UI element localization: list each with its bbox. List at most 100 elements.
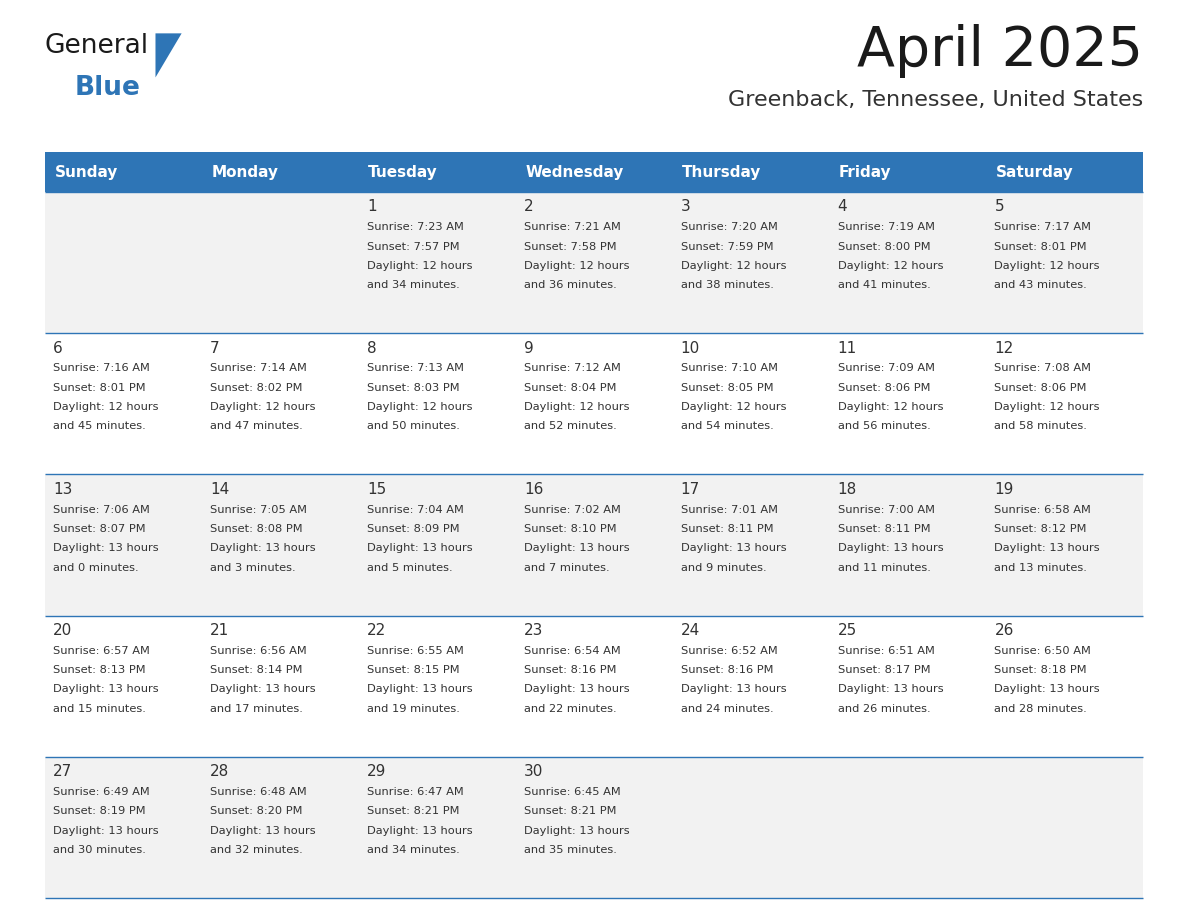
Text: Sunset: 8:02 PM: Sunset: 8:02 PM <box>210 383 303 393</box>
Text: Sunrise: 6:58 AM: Sunrise: 6:58 AM <box>994 505 1092 515</box>
Text: and 9 minutes.: and 9 minutes. <box>681 563 766 573</box>
Text: Sunset: 8:04 PM: Sunset: 8:04 PM <box>524 383 617 393</box>
Bar <box>45 192 1143 333</box>
Text: Sunrise: 6:49 AM: Sunrise: 6:49 AM <box>53 787 150 797</box>
Text: Sunrise: 7:04 AM: Sunrise: 7:04 AM <box>367 505 463 515</box>
Text: Daylight: 13 hours: Daylight: 13 hours <box>681 685 786 694</box>
Text: and 15 minutes.: and 15 minutes. <box>53 704 146 713</box>
Text: 20: 20 <box>53 623 72 638</box>
Text: and 34 minutes.: and 34 minutes. <box>367 280 460 290</box>
Text: Sunrise: 7:23 AM: Sunrise: 7:23 AM <box>367 222 463 232</box>
Text: 4: 4 <box>838 199 847 214</box>
Text: 24: 24 <box>681 623 700 638</box>
Text: 25: 25 <box>838 623 857 638</box>
Text: Daylight: 12 hours: Daylight: 12 hours <box>681 402 786 412</box>
Text: Sunset: 8:07 PM: Sunset: 8:07 PM <box>53 524 146 534</box>
Text: Sunrise: 7:05 AM: Sunrise: 7:05 AM <box>210 505 308 515</box>
Text: Sunset: 8:14 PM: Sunset: 8:14 PM <box>210 666 303 675</box>
Text: Sunset: 8:09 PM: Sunset: 8:09 PM <box>367 524 460 534</box>
Text: 30: 30 <box>524 764 543 779</box>
Text: and 38 minutes.: and 38 minutes. <box>681 280 773 290</box>
Text: and 19 minutes.: and 19 minutes. <box>367 704 460 713</box>
Text: Daylight: 12 hours: Daylight: 12 hours <box>994 402 1100 412</box>
Bar <box>45 152 1143 192</box>
Text: Daylight: 13 hours: Daylight: 13 hours <box>367 543 473 554</box>
Text: Daylight: 12 hours: Daylight: 12 hours <box>524 402 630 412</box>
Text: Sunset: 8:19 PM: Sunset: 8:19 PM <box>53 806 146 816</box>
Text: 27: 27 <box>53 764 72 779</box>
Text: Sunrise: 7:20 AM: Sunrise: 7:20 AM <box>681 222 778 232</box>
Text: Wednesday: Wednesday <box>525 164 624 180</box>
Text: 8: 8 <box>367 341 377 355</box>
Text: Sunset: 8:17 PM: Sunset: 8:17 PM <box>838 666 930 675</box>
Text: 26: 26 <box>994 623 1013 638</box>
Text: Sunrise: 6:50 AM: Sunrise: 6:50 AM <box>994 646 1092 655</box>
Text: Sunset: 8:16 PM: Sunset: 8:16 PM <box>681 666 773 675</box>
Text: Daylight: 12 hours: Daylight: 12 hours <box>524 261 630 271</box>
Text: Sunset: 8:05 PM: Sunset: 8:05 PM <box>681 383 773 393</box>
Text: Daylight: 13 hours: Daylight: 13 hours <box>210 543 316 554</box>
Text: 15: 15 <box>367 482 386 497</box>
Text: Thursday: Thursday <box>682 164 762 180</box>
Text: Daylight: 12 hours: Daylight: 12 hours <box>838 261 943 271</box>
Text: Daylight: 13 hours: Daylight: 13 hours <box>994 685 1100 694</box>
Text: Daylight: 13 hours: Daylight: 13 hours <box>524 685 630 694</box>
Text: and 36 minutes.: and 36 minutes. <box>524 280 617 290</box>
Text: 5: 5 <box>994 199 1004 214</box>
Text: Sunrise: 7:16 AM: Sunrise: 7:16 AM <box>53 364 150 374</box>
Text: Daylight: 12 hours: Daylight: 12 hours <box>367 261 473 271</box>
Text: Tuesday: Tuesday <box>368 164 438 180</box>
Text: Monday: Monday <box>211 164 278 180</box>
Text: Daylight: 13 hours: Daylight: 13 hours <box>53 543 159 554</box>
Text: Sunrise: 7:17 AM: Sunrise: 7:17 AM <box>994 222 1092 232</box>
Text: Sunrise: 7:12 AM: Sunrise: 7:12 AM <box>524 364 621 374</box>
Text: 29: 29 <box>367 764 386 779</box>
Text: Sunrise: 6:56 AM: Sunrise: 6:56 AM <box>210 646 307 655</box>
Text: Sunrise: 7:13 AM: Sunrise: 7:13 AM <box>367 364 465 374</box>
Text: and 28 minutes.: and 28 minutes. <box>994 704 1087 713</box>
Text: and 24 minutes.: and 24 minutes. <box>681 704 773 713</box>
Text: Sunset: 8:10 PM: Sunset: 8:10 PM <box>524 524 617 534</box>
Text: April 2025: April 2025 <box>857 24 1143 78</box>
Text: Sunset: 8:13 PM: Sunset: 8:13 PM <box>53 666 146 675</box>
Text: and 34 minutes.: and 34 minutes. <box>367 845 460 855</box>
Text: 21: 21 <box>210 623 229 638</box>
Text: 28: 28 <box>210 764 229 779</box>
Text: Sunrise: 7:10 AM: Sunrise: 7:10 AM <box>681 364 778 374</box>
Text: and 58 minutes.: and 58 minutes. <box>994 421 1087 431</box>
Bar <box>45 756 1143 898</box>
Text: Sunrise: 6:48 AM: Sunrise: 6:48 AM <box>210 787 307 797</box>
Bar <box>45 475 1143 616</box>
Text: Sunset: 7:59 PM: Sunset: 7:59 PM <box>681 241 773 252</box>
Text: Daylight: 13 hours: Daylight: 13 hours <box>524 825 630 835</box>
Text: 7: 7 <box>210 341 220 355</box>
Text: Sunrise: 7:08 AM: Sunrise: 7:08 AM <box>994 364 1092 374</box>
Text: and 47 minutes.: and 47 minutes. <box>210 421 303 431</box>
Text: and 50 minutes.: and 50 minutes. <box>367 421 460 431</box>
Text: Sunset: 7:58 PM: Sunset: 7:58 PM <box>524 241 617 252</box>
Text: 2: 2 <box>524 199 533 214</box>
Text: and 45 minutes.: and 45 minutes. <box>53 421 146 431</box>
Text: 14: 14 <box>210 482 229 497</box>
Text: 17: 17 <box>681 482 700 497</box>
Text: Sunrise: 7:00 AM: Sunrise: 7:00 AM <box>838 505 935 515</box>
Text: Sunset: 8:21 PM: Sunset: 8:21 PM <box>524 806 617 816</box>
Text: Sunset: 8:00 PM: Sunset: 8:00 PM <box>838 241 930 252</box>
Text: Sunrise: 6:55 AM: Sunrise: 6:55 AM <box>367 646 463 655</box>
Text: Sunrise: 6:57 AM: Sunrise: 6:57 AM <box>53 646 150 655</box>
Text: 22: 22 <box>367 623 386 638</box>
Text: Daylight: 13 hours: Daylight: 13 hours <box>210 685 316 694</box>
Text: Sunset: 8:12 PM: Sunset: 8:12 PM <box>994 524 1087 534</box>
Text: 12: 12 <box>994 341 1013 355</box>
Text: Saturday: Saturday <box>996 164 1074 180</box>
Text: Daylight: 12 hours: Daylight: 12 hours <box>53 402 159 412</box>
Text: 13: 13 <box>53 482 72 497</box>
Bar <box>45 616 1143 756</box>
Text: 6: 6 <box>53 341 63 355</box>
Text: and 26 minutes.: and 26 minutes. <box>838 704 930 713</box>
Text: and 32 minutes.: and 32 minutes. <box>210 845 303 855</box>
Text: and 7 minutes.: and 7 minutes. <box>524 563 609 573</box>
Text: Sunset: 8:15 PM: Sunset: 8:15 PM <box>367 666 460 675</box>
Text: Sunset: 8:03 PM: Sunset: 8:03 PM <box>367 383 460 393</box>
Text: Sunset: 8:06 PM: Sunset: 8:06 PM <box>994 383 1087 393</box>
